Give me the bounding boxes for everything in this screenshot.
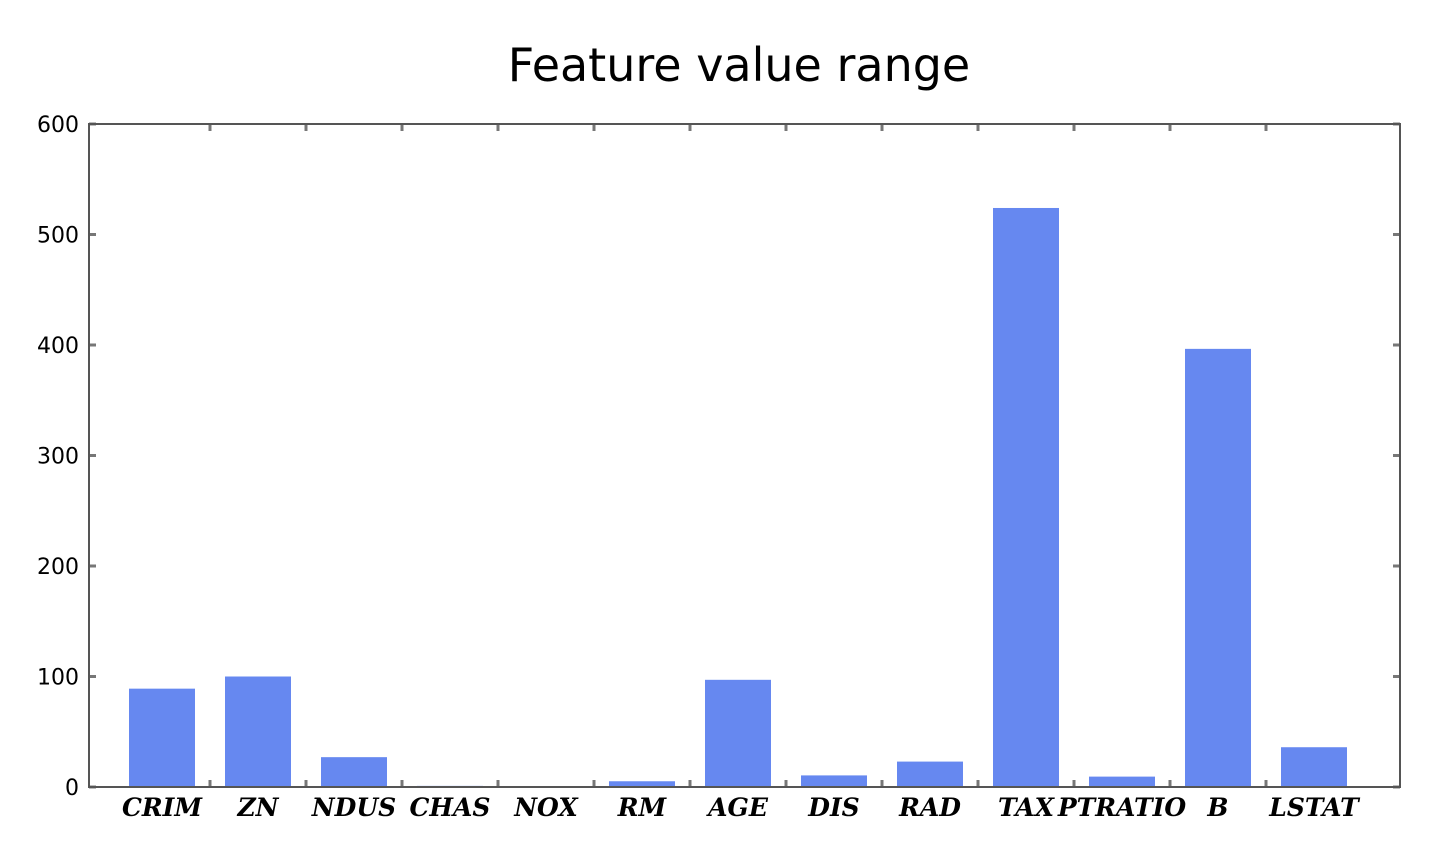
y-tick-label-200: 200 bbox=[37, 555, 79, 580]
y-tick-label-500: 500 bbox=[37, 224, 79, 249]
bar-tax bbox=[993, 207, 1059, 788]
chart-title: Feature value range bbox=[508, 38, 970, 92]
bars bbox=[129, 207, 1347, 788]
bar-ptratio bbox=[1089, 776, 1155, 787]
y-tick-label-400: 400 bbox=[37, 334, 79, 359]
x-tick-label-chas: CHAS bbox=[410, 793, 491, 822]
x-tick-label-tax: TAX bbox=[998, 793, 1056, 822]
bar-b bbox=[1185, 348, 1251, 787]
x-axis-tick-labels: CRIM ZN NDUS CHAS NOX RM AGE DIS RAD TAX PTRATIO B L… bbox=[122, 793, 1361, 822]
bar-dis bbox=[801, 775, 867, 787]
x-tick-label-ptratio: PTRATIO bbox=[1057, 793, 1187, 822]
x-tick-label-ndus: NDUS bbox=[311, 793, 396, 822]
bar-age bbox=[705, 679, 771, 787]
y-tick-label-0: 0 bbox=[65, 776, 79, 801]
bar-ndus bbox=[321, 757, 387, 787]
y-tick-label-300: 300 bbox=[37, 445, 79, 470]
y-axis-tick-labels: 0 100 200 300 400 500 600 bbox=[37, 113, 79, 801]
x-tick-label-dis: DIS bbox=[807, 793, 859, 822]
y-tick-label-100: 100 bbox=[37, 666, 79, 691]
bar-lstat bbox=[1281, 747, 1347, 787]
bar-rad bbox=[897, 761, 963, 787]
x-tick-label-rad: RAD bbox=[898, 793, 961, 822]
x-tick-label-nox: NOX bbox=[513, 793, 579, 822]
bar-crim bbox=[129, 688, 195, 787]
bar-zn bbox=[225, 676, 291, 787]
bar-rm bbox=[609, 781, 675, 787]
y-tick-label-600: 600 bbox=[37, 113, 79, 138]
x-tick-label-b: B bbox=[1206, 793, 1228, 822]
plot-frame bbox=[88, 123, 1401, 788]
x-tick-label-zn: ZN bbox=[236, 793, 279, 822]
x-tick-label-crim: CRIM bbox=[122, 793, 203, 822]
x-tick-label-age: AGE bbox=[706, 793, 769, 822]
x-tick-label-lstat: LSTAT bbox=[1268, 793, 1361, 822]
x-tick-label-rm: RM bbox=[617, 793, 668, 822]
